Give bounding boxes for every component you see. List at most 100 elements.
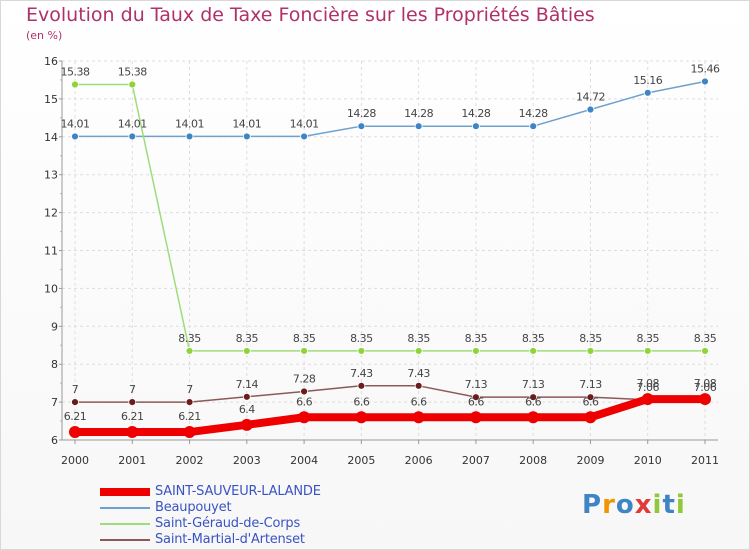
data-point	[183, 426, 196, 439]
data-label: 15.38	[61, 65, 90, 78]
series-line	[75, 385, 705, 403]
data-label: 7.08	[636, 377, 659, 390]
data-point	[643, 88, 652, 97]
data-label: 7	[129, 383, 136, 396]
x-tick-label: 2003	[233, 454, 261, 467]
data-label: 15.46	[691, 62, 720, 75]
data-point	[357, 122, 366, 131]
data-label: 8.35	[579, 332, 602, 345]
logo-letter: x	[634, 490, 653, 520]
data-point	[185, 347, 194, 355]
y-tick-label: 6	[51, 434, 58, 447]
data-label: 14.28	[519, 107, 548, 120]
x-tick-label: 2002	[176, 454, 204, 467]
data-point	[242, 132, 251, 141]
data-labels: 14.01 14.01 14.01 14.01 14.01 14.28 14.28 14.28…	[61, 62, 721, 423]
data-label: 7.06	[636, 381, 659, 394]
data-label: 7	[72, 383, 79, 396]
legend-label: Saint-Géraud-de-Corps	[155, 516, 301, 531]
data-point	[128, 132, 137, 141]
line-chart: 6 7 8 9 10 11 12 13 14 15 16 2000 2001 2002 2003 2004 20…	[44, 55, 721, 467]
data-point	[69, 426, 81, 439]
legend-swatch	[100, 507, 150, 509]
data-label: 14.28	[461, 107, 490, 120]
logo-letter: o	[615, 490, 635, 520]
legend-swatch	[100, 488, 150, 496]
data-label: 14.01	[118, 117, 147, 130]
data-point	[412, 411, 425, 424]
logo-letter: t	[662, 490, 676, 520]
y-tick-label: 7	[51, 396, 58, 409]
x-tick-label: 2008	[519, 454, 547, 467]
y-tick-label: 8	[51, 358, 58, 371]
data-label: 14.01	[232, 117, 261, 130]
legend-swatch	[100, 523, 150, 525]
data-label: 7.08	[694, 377, 717, 390]
data-label: 14.01	[61, 117, 90, 130]
proxiti-logo: Proxiti	[582, 490, 686, 520]
series-line	[75, 83, 705, 352]
data-point	[185, 398, 194, 407]
data-label: 6.6	[296, 395, 312, 408]
data-label: 8.35	[350, 332, 373, 345]
data-label: 8.35	[465, 332, 488, 345]
data-label: 14.01	[175, 117, 204, 130]
data-point	[701, 77, 709, 86]
y-tick-label: 14	[44, 131, 58, 144]
data-label: 6.21	[64, 410, 87, 423]
data-point	[300, 387, 308, 396]
logo-letter: i	[652, 490, 663, 520]
data-point	[185, 132, 194, 141]
data-label: 14.72	[576, 91, 605, 104]
data-point	[357, 347, 366, 355]
x-tick-label: 2006	[405, 454, 433, 467]
data-point	[699, 393, 711, 406]
data-point	[71, 80, 79, 89]
chart-title: Evolution du Taux de Taxe Foncière sur l…	[26, 4, 595, 26]
data-point	[355, 411, 368, 424]
x-tick-label: 2007	[462, 454, 490, 467]
data-label: 7.43	[407, 367, 430, 380]
legend-label: Beaupouyet	[155, 500, 232, 515]
data-point	[128, 398, 137, 407]
data-label: 7.13	[465, 378, 488, 391]
data-point	[527, 411, 540, 424]
legend-label: SAINT-SAUVEUR-LALANDE	[155, 484, 321, 499]
y-tick-label: 15	[44, 93, 58, 106]
series-line	[75, 80, 706, 138]
data-point	[586, 105, 595, 114]
y-tick-label: 11	[44, 245, 58, 258]
legend-swatch	[100, 539, 150, 541]
data-point	[584, 411, 597, 424]
data-label: 8.35	[522, 332, 545, 345]
y-tick-label: 10	[44, 282, 58, 295]
x-tick-label: 2000	[61, 454, 89, 467]
data-label: 7	[186, 383, 193, 396]
data-label: 7.28	[293, 372, 316, 385]
x-tick-label: 2009	[576, 454, 604, 467]
data-label: 6.6	[353, 395, 369, 408]
data-label: 6.6	[411, 395, 427, 408]
data-label: 14.01	[290, 117, 319, 130]
data-point	[298, 411, 311, 424]
data-point	[71, 132, 79, 141]
data-label: 7.14	[236, 378, 259, 391]
data-point	[641, 393, 654, 406]
series-line	[75, 395, 705, 437]
data-point	[128, 80, 137, 89]
x-tick-label: 2011	[691, 454, 719, 467]
data-point	[357, 381, 366, 390]
data-point	[529, 122, 538, 131]
data-label: 7.43	[350, 367, 373, 380]
x-tick-label: 2001	[118, 454, 146, 467]
data-label: 7.13	[522, 378, 545, 391]
data-label: 6.21	[178, 410, 201, 423]
y-tick-label: 12	[44, 207, 58, 220]
series	[69, 77, 711, 439]
data-label: 6.6	[525, 395, 541, 408]
data-label: 8.35	[407, 332, 430, 345]
data-point	[300, 347, 308, 355]
data-point	[586, 347, 595, 355]
data-label: 8.35	[178, 332, 201, 345]
